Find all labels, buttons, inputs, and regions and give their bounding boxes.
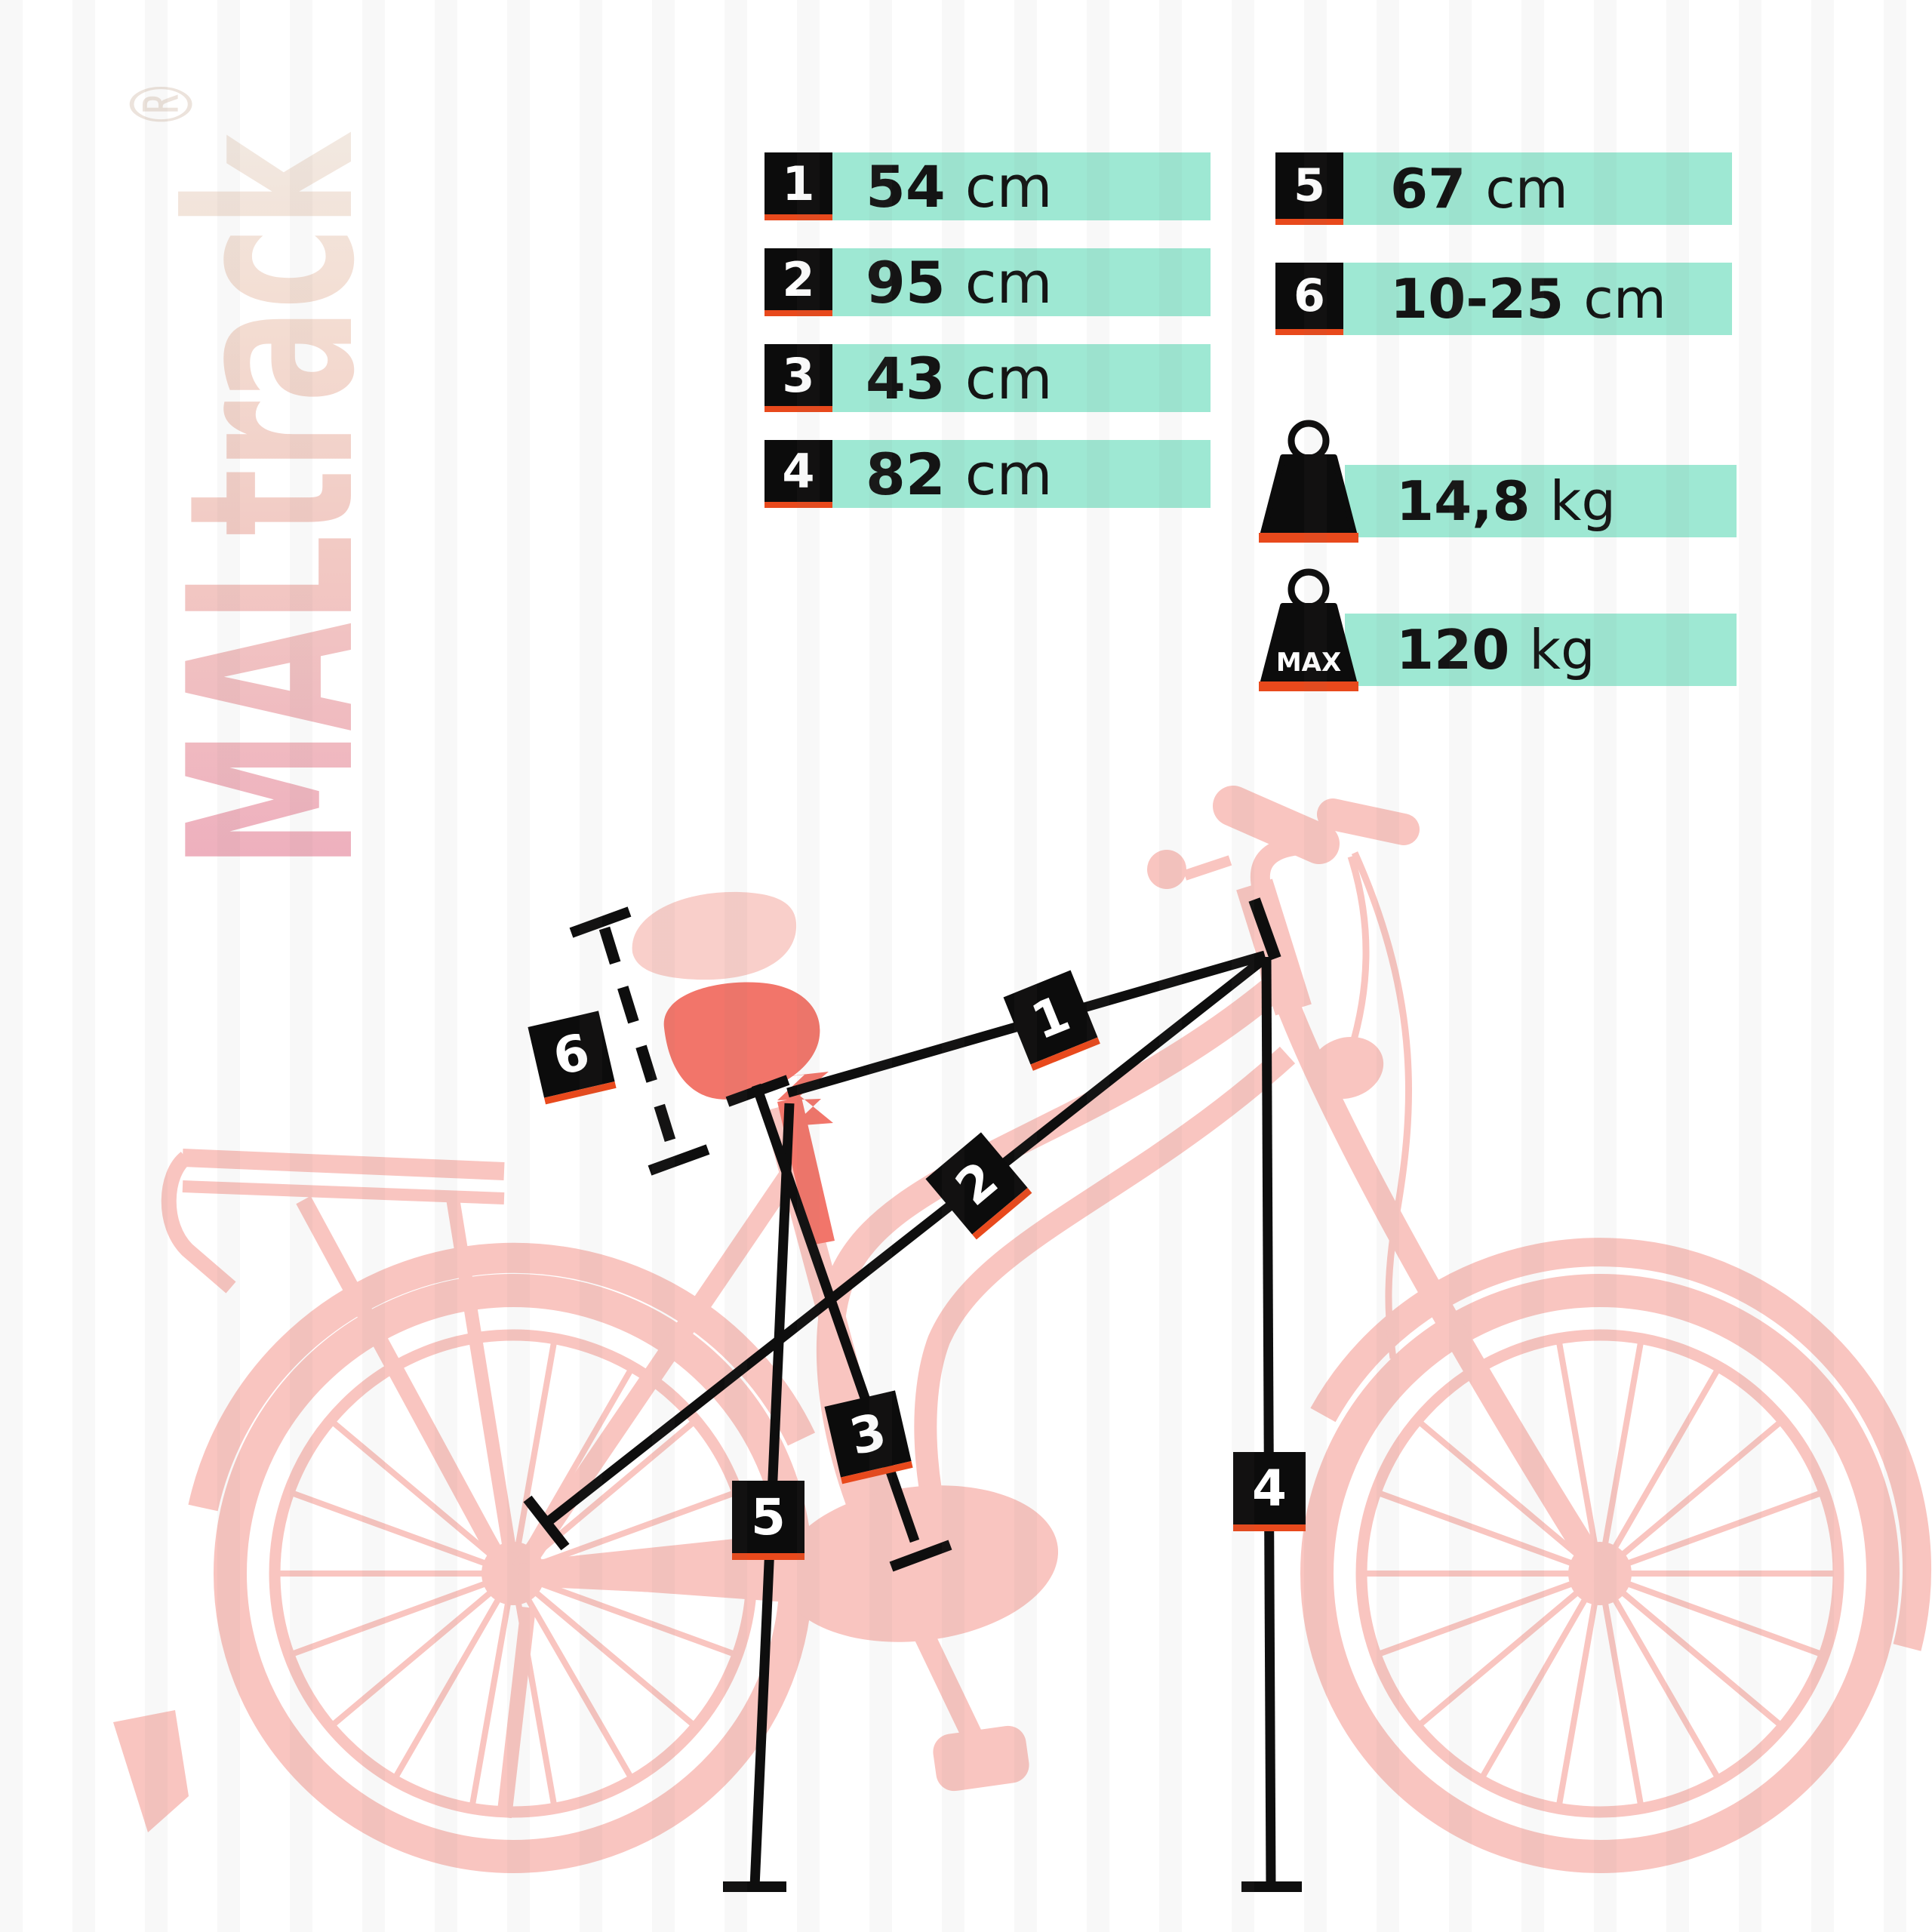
line3-top-tick xyxy=(725,1075,790,1107)
spec-value: 82 xyxy=(866,440,946,508)
chainguard-crank xyxy=(528,1485,1059,1792)
red-underline xyxy=(764,406,832,412)
rear-mudflap xyxy=(113,1710,189,1832)
spec-value: 67 xyxy=(1390,157,1466,220)
spec-number-box: 6 xyxy=(1275,263,1343,335)
bike-silhouette xyxy=(113,786,1932,1873)
weight-icon xyxy=(1259,420,1358,543)
spec-bar: 82 cm xyxy=(832,440,1211,508)
weight-max-icon: MAX xyxy=(1259,568,1358,691)
spec-number-box: 5 xyxy=(1275,152,1343,225)
spec-number-box: 1 xyxy=(764,152,832,220)
line2-end-tick xyxy=(523,1495,570,1551)
red-underline xyxy=(764,502,832,508)
tag-number: 3 xyxy=(844,1401,892,1466)
spec-number: 1 xyxy=(782,155,815,211)
spec-value: 43 xyxy=(866,344,946,412)
spec-unit: cm xyxy=(964,440,1053,508)
spec-number: 4 xyxy=(782,443,815,499)
tag-number: 2 xyxy=(944,1149,1009,1217)
weight-bar: 14,8 kg xyxy=(1345,465,1737,537)
head-tick xyxy=(1248,897,1281,961)
marker-tag-4: 4 xyxy=(1233,1452,1306,1531)
spec-number-box: 4 xyxy=(764,440,832,508)
weight-unit: kg xyxy=(1529,618,1595,681)
spec-value: 10-25 xyxy=(1390,267,1564,331)
red-underline xyxy=(764,214,832,220)
tag-number: 6 xyxy=(547,1022,595,1087)
spec-unit: cm xyxy=(1583,267,1667,331)
spec-number: 2 xyxy=(782,251,815,307)
marker-tag-5: 5 xyxy=(732,1481,804,1560)
line6-bottom-tick xyxy=(648,1144,710,1176)
spec-bar: 67 cm xyxy=(1343,152,1732,225)
spec-unit: cm xyxy=(964,344,1053,412)
spec-number: 3 xyxy=(782,347,815,403)
rear-fender xyxy=(188,1242,816,1512)
spec-bar: 43 cm xyxy=(832,344,1211,412)
spec-number: 6 xyxy=(1294,269,1325,322)
tag-number: 5 xyxy=(751,1487,786,1546)
ghost-saddle xyxy=(632,891,797,980)
kickstand xyxy=(497,1606,536,1819)
spec-bar: 10-25 cm xyxy=(1343,263,1732,335)
spec-value: 95 xyxy=(866,248,946,316)
rear-rack xyxy=(161,1149,517,1561)
headlamp xyxy=(1309,1036,1384,1100)
spec-bar: 54 cm xyxy=(832,152,1211,220)
tag-number: 1 xyxy=(1023,983,1078,1051)
dimension-line-6-dashed xyxy=(598,926,683,1164)
spec-number-box: 2 xyxy=(764,248,832,316)
dimension-line-4 xyxy=(1261,956,1276,1887)
red-underline xyxy=(1275,329,1343,335)
weight-unit: kg xyxy=(1549,469,1617,533)
red-underline xyxy=(732,1553,804,1560)
tag-number: 4 xyxy=(1252,1459,1287,1518)
line6-top-tick xyxy=(569,906,632,938)
spec-unit: cm xyxy=(964,152,1053,220)
spec-unit: cm xyxy=(964,248,1053,316)
weight-badge: MAX xyxy=(1276,648,1341,678)
red-underline xyxy=(1233,1524,1306,1531)
weight-bar: 120 kg xyxy=(1345,614,1737,686)
red-underline xyxy=(764,310,832,316)
saddle xyxy=(663,982,835,1245)
spec-bar: 95 cm xyxy=(832,248,1211,316)
spec-value: 54 xyxy=(866,152,946,220)
spec-number-box: 3 xyxy=(764,344,832,412)
weight-value: 14,8 xyxy=(1396,469,1531,533)
spec-unit: cm xyxy=(1485,157,1568,220)
line3-bottom-tick xyxy=(889,1540,952,1572)
dimension-line-2 xyxy=(543,954,1269,1527)
spec-number: 5 xyxy=(1294,159,1325,212)
front-fender xyxy=(1310,1238,1932,1651)
weight-value: 120 xyxy=(1396,618,1510,681)
red-underline xyxy=(1275,219,1343,225)
